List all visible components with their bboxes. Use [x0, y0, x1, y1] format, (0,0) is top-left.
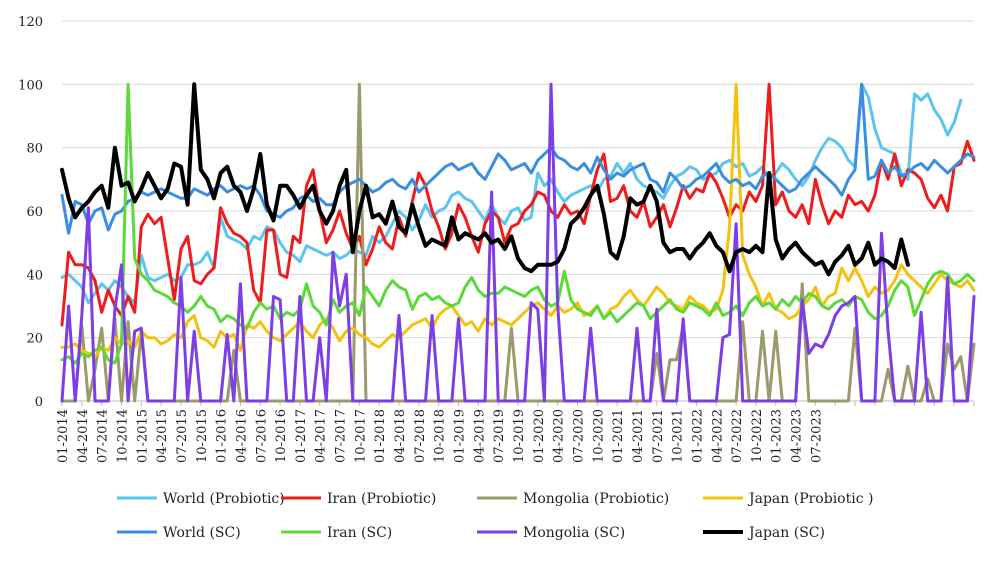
series-line-7 [60, 82, 910, 277]
x-tick-label: 04-2016 [234, 409, 249, 463]
x-tick-label: 04-2014 [76, 409, 91, 463]
legend: World (Probiotic) Iran (Probiotic) Mongoli… [117, 491, 873, 541]
x-tick-label: 04-2020 [552, 409, 567, 463]
legend-label: Mongolia (Probiotic) [523, 491, 669, 507]
legend-label: Mongolia (SC) [523, 525, 625, 541]
x-tick-label: 07-2017 [334, 409, 349, 463]
x-tick-label: 04-2015 [155, 409, 170, 463]
y-tick-label: 40 [26, 268, 43, 283]
series-lines [60, 82, 976, 403]
x-tick-label: 10-2019 [512, 409, 527, 463]
x-tick-label: 01-2017 [294, 409, 309, 463]
y-tick-label: 20 [26, 332, 43, 347]
x-tick-label: 07-2021 [651, 409, 666, 463]
y-tick-label: 80 [26, 142, 43, 157]
x-tick-label: 04-2018 [393, 409, 408, 463]
legend-label: World (Probiotic) [163, 491, 285, 507]
x-tick-label: 07-2020 [571, 409, 586, 463]
x-tick-label: 01-2014 [56, 409, 71, 463]
y-axis: 0 20 40 60 80 100 120 [18, 15, 43, 410]
legend-label: Iran (SC) [327, 525, 392, 541]
series-line-5 [60, 82, 976, 365]
x-tick-label: 01-2021 [611, 409, 626, 463]
x-tick-label: 01-2022 [690, 409, 705, 463]
x-tick-label: 01-2015 [135, 409, 150, 463]
x-tick-label: 04-2021 [631, 409, 646, 463]
x-tick-label: 01-2023 [770, 409, 785, 463]
x-tick-label: 01-2018 [373, 409, 388, 463]
y-tick-label: 0 [35, 395, 43, 410]
x-tick-label: 10-2017 [353, 409, 368, 463]
x-tick-label: 04-2019 [472, 409, 487, 463]
series-line-6 [60, 82, 976, 403]
x-tick-label: 01-2019 [453, 409, 468, 463]
legend-label: Japan (SC) [747, 525, 825, 541]
gridlines [62, 20, 974, 402]
x-tick-label: 10-2020 [591, 409, 606, 463]
x-tick-label: 07-2015 [175, 409, 190, 463]
x-tick-label: 10-2016 [274, 409, 289, 463]
x-tick-label: 10-2015 [195, 409, 210, 463]
x-tick-label: 01-2020 [532, 409, 547, 463]
x-tick-label: 07-2019 [492, 409, 507, 463]
x-axis: 01-2014 04-2014 07-2014 10-2014 01-2015 04-20… [56, 401, 975, 463]
y-tick-label: 120 [18, 15, 43, 30]
x-tick-label: 04-2022 [710, 409, 725, 463]
x-tick-label: 10-2018 [433, 409, 448, 463]
legend-label: World (SC) [163, 525, 241, 541]
x-tick-label: 10-2014 [115, 409, 130, 463]
x-tick-label: 01-2016 [215, 409, 230, 463]
x-tick-label: 07-2023 [809, 409, 824, 463]
x-tick-label: 10-2022 [750, 409, 765, 463]
legend-label: Japan (Probiotic ) [747, 491, 873, 507]
x-tick-label: 07-2016 [254, 409, 269, 463]
x-tick-label: 04-2017 [314, 409, 329, 463]
legend-label: Iran (Probiotic) [327, 491, 436, 507]
y-tick-label: 100 [18, 78, 43, 93]
series-line-1 [60, 82, 976, 327]
x-tick-label: 07-2014 [96, 409, 111, 463]
x-tick-label: 07-2022 [730, 409, 745, 463]
y-tick-label: 60 [26, 205, 43, 220]
x-tick-label: 04-2023 [790, 409, 805, 463]
x-tick-label: 07-2018 [413, 409, 428, 463]
x-tick-label: 10-2021 [671, 409, 686, 463]
series-line-4 [60, 82, 976, 235]
